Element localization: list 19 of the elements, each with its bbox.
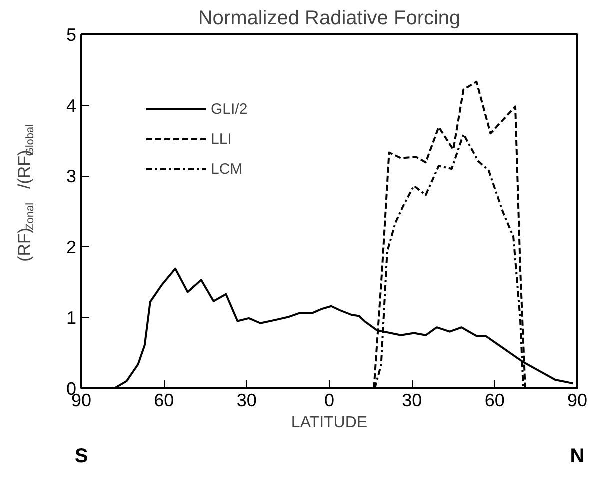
text: S [74, 446, 88, 468]
legend-label: LLI [211, 130, 232, 148]
y-tick-label: 2 [66, 237, 77, 258]
x-tick-label: 30 [402, 390, 422, 410]
y-tick-label: 5 [66, 25, 77, 45]
x-tick-label: 60 [484, 390, 505, 410]
y-tick-label: 1 [66, 308, 77, 328]
legend-label: GLI/2 [211, 100, 248, 118]
x-tick-label: 60 [154, 390, 174, 410]
text: N [570, 446, 585, 468]
x-tick-label: 90 [567, 390, 588, 410]
y-tick-label: 3 [66, 166, 77, 187]
legend-label: LCM [211, 160, 243, 178]
x-tick-label: 30 [236, 390, 257, 410]
y-tick-label: 4 [66, 96, 77, 116]
x-axis-title: LATITUDE [291, 414, 368, 432]
x-tick-label: 0 [324, 390, 335, 410]
text: (RF)Zonal /(RF)Global [15, 124, 36, 262]
chart-title: Normalized Radiative Forcing [198, 8, 461, 30]
